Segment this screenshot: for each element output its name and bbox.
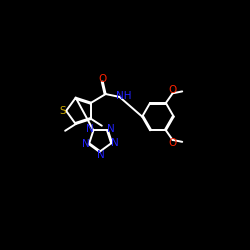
Text: O: O [169, 85, 177, 95]
Text: N: N [86, 124, 94, 134]
Text: N: N [111, 138, 119, 148]
Text: O: O [169, 138, 177, 148]
Text: NH: NH [116, 91, 132, 101]
Text: O: O [98, 74, 106, 84]
Text: N: N [106, 124, 114, 134]
Text: S: S [59, 106, 66, 116]
Text: N: N [82, 139, 89, 149]
Text: N: N [97, 150, 105, 160]
